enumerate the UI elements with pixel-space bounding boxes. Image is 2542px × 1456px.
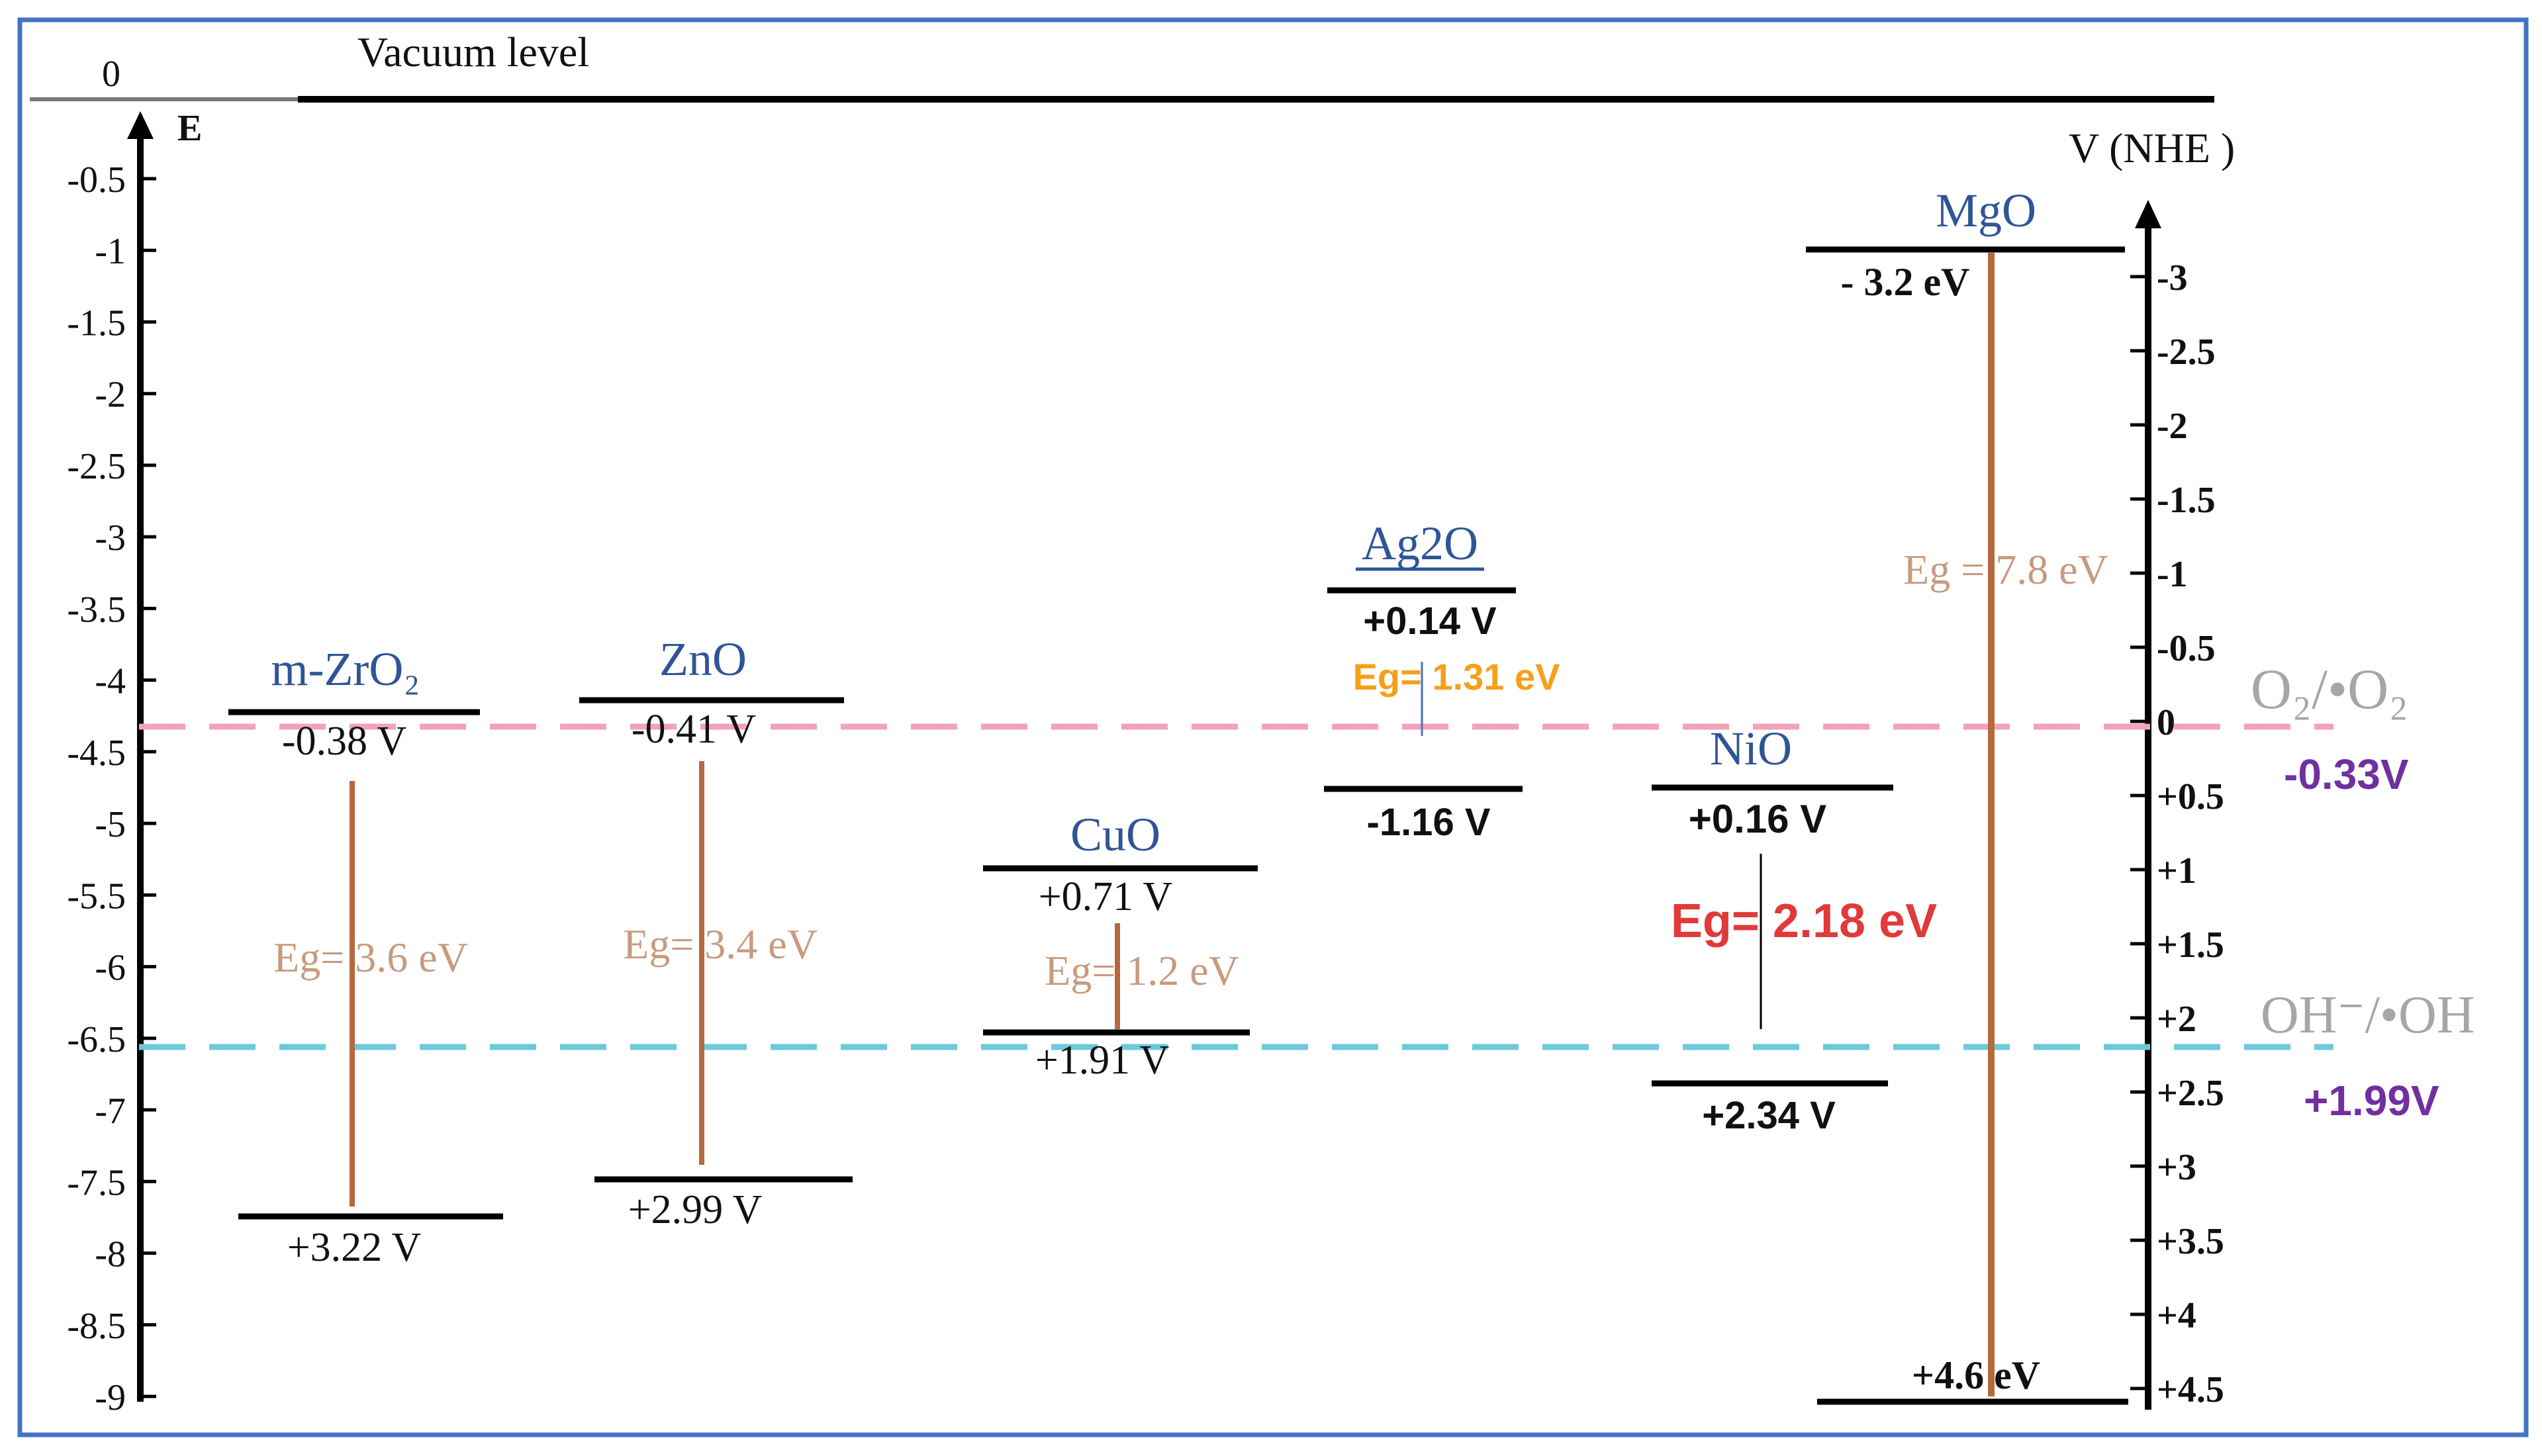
band-gap-label: Eg= 3.4 eV xyxy=(623,921,818,968)
right-axis-tick-label: -1 xyxy=(2157,554,2188,595)
o2-reference-label: O₂/•O₂ xyxy=(2251,657,2408,721)
upper-band-value: +0.14 V xyxy=(1363,600,1497,643)
right-axis-tick-label: -2 xyxy=(2157,406,2188,447)
left-axis-tick-label: -2.5 xyxy=(67,446,126,487)
reference-hydroxyl-radical: OH⁻/•OH +1.99V xyxy=(139,986,2475,1124)
o2-reference-value: -0.33V xyxy=(2284,751,2409,798)
band-gap-label: Eg = 7.8 eV xyxy=(1903,546,2108,593)
left-axis-tick-label: -7.5 xyxy=(67,1162,126,1203)
left-axis-tick-label: -8.5 xyxy=(67,1306,126,1347)
left-axis-tick-label: -4 xyxy=(95,661,126,702)
oh-reference-label: OH⁻/•OH xyxy=(2261,986,2475,1044)
left-axis-tick-label: -8 xyxy=(95,1234,126,1275)
band-gap-label: Eg= 2.18 eV xyxy=(1671,895,1937,948)
valence-band-value: +2.99 V xyxy=(628,1187,763,1232)
left-axis-tick-label: -5.5 xyxy=(67,876,126,917)
left-axis-tick-label: -3.5 xyxy=(67,589,126,630)
left-axis-arrow-icon xyxy=(127,111,154,139)
right-axis-tick-label: +3.5 xyxy=(2157,1221,2224,1262)
right-axis-tick-label: 0 xyxy=(2157,702,2175,743)
left-axis-tick-label: -6.5 xyxy=(67,1019,126,1060)
right-potential-axis: V (NHE ) -3 -2.5 -2 -1.5 -1 -0.5 0 +0.5 +1 +1.5 +2… xyxy=(2069,124,2235,1410)
material-name: ZnO xyxy=(659,633,747,686)
left-axis-tick-label: -3 xyxy=(95,518,126,559)
material-name: Ag2O xyxy=(1362,517,1478,570)
right-axis-tick-label: +4 xyxy=(2157,1295,2196,1336)
conduction-band-value: -0.41 V xyxy=(632,707,757,752)
left-axis-tick-label: -0.5 xyxy=(67,159,126,201)
left-axis-tick-label: -5 xyxy=(95,804,126,845)
material-cuo: CuO +0.71 V Eg= 1.2 eV +1.91 V xyxy=(983,808,1258,1083)
right-axis-tick-label: -2.5 xyxy=(2157,332,2216,373)
material-mgo: MgO - 3.2 eV Eg = 7.8 eV +4.6 eV xyxy=(1806,184,2128,1405)
material-name: NiO xyxy=(1710,722,1792,775)
right-axis-tick-label: +2.5 xyxy=(2157,1073,2224,1114)
left-axis-tick-label: -1.5 xyxy=(67,302,126,343)
left-axis-label: E xyxy=(177,108,202,149)
left-axis-tick-label: -2 xyxy=(95,375,126,416)
left-energy-axis: E -0.5 -1 -1.5 -2 -2.5 -3 -3.5 -4 -4.5 -5 -5.5 -6 -6… xyxy=(67,108,202,1418)
conduction-band-value: +0.16 V xyxy=(1689,797,1827,841)
left-axis-tick-label: -9 xyxy=(95,1377,126,1418)
right-axis-tick-label: +4.5 xyxy=(2157,1369,2224,1410)
material-zno: ZnO -0.41 V Eg= 3.4 eV +2.99 V xyxy=(579,633,853,1232)
material-name: MgO xyxy=(1936,184,2036,237)
valence-band-value: +3.22 V xyxy=(287,1225,422,1270)
valence-band-value: +2.34 V xyxy=(1702,1094,1836,1137)
conduction-band-value: -0.38 V xyxy=(282,719,407,764)
conduction-band-value: - 3.2 eV xyxy=(1841,260,1970,304)
material-name: CuO xyxy=(1070,808,1160,861)
valence-band-value: +4.6 eV xyxy=(1912,1353,2040,1397)
right-axis-tick-label: -1.5 xyxy=(2157,480,2216,521)
material-ag2o: Ag2O +0.14 V Eg= 1.31 eV -1.16 V xyxy=(1324,517,1560,844)
right-axis-tick-label: +2 xyxy=(2157,999,2196,1040)
vacuum-level-label: Vacuum level xyxy=(357,28,589,75)
right-axis-tick-label: +3 xyxy=(2157,1147,2196,1188)
right-axis-tick-label: +1 xyxy=(2157,850,2196,891)
diagram-frame xyxy=(17,17,2529,1437)
left-axis-tick-label: -6 xyxy=(95,948,126,989)
right-axis-arrow-icon xyxy=(2135,200,2161,228)
band-gap-label: Eg= 1.2 eV xyxy=(1045,947,1239,994)
reference-o2-superoxide: O₂/•O₂ -0.33V xyxy=(139,657,2409,798)
lower-band-value: -1.16 V xyxy=(1367,801,1491,844)
right-axis-tick-label: -3 xyxy=(2157,257,2188,298)
material-nio: NiO +0.16 V Eg= 2.18 eV +2.34 V xyxy=(1652,722,1937,1137)
left-axis-tick-label: -4.5 xyxy=(67,733,126,774)
right-axis-label: V (NHE ) xyxy=(2069,124,2235,171)
vacuum-zero-label: 0 xyxy=(102,54,120,95)
right-axis-tick-label: -0.5 xyxy=(2157,628,2216,669)
band-gap-label: Eg= 1.31 eV xyxy=(1353,656,1560,698)
right-axis-tick-label: +1.5 xyxy=(2157,925,2224,966)
oh-reference-value: +1.99V xyxy=(2304,1077,2439,1124)
band-gap-label: Eg= 3.6 eV xyxy=(273,934,468,981)
left-axis-tick-label: -1 xyxy=(95,231,126,272)
conduction-band-value: +0.71 V xyxy=(1039,874,1173,919)
material-name: m-ZrO₂ xyxy=(271,643,420,696)
valence-band-value: +1.91 V xyxy=(1035,1038,1170,1083)
left-axis-tick-label: -7 xyxy=(95,1091,126,1132)
material-m-zro2: m-ZrO₂ -0.38 V Eg= 3.6 eV +3.22 V xyxy=(228,643,503,1270)
right-axis-tick-label: +0.5 xyxy=(2157,776,2224,817)
